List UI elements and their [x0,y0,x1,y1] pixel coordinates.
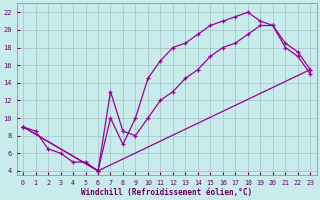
X-axis label: Windchill (Refroidissement éolien,°C): Windchill (Refroidissement éolien,°C) [81,188,252,197]
